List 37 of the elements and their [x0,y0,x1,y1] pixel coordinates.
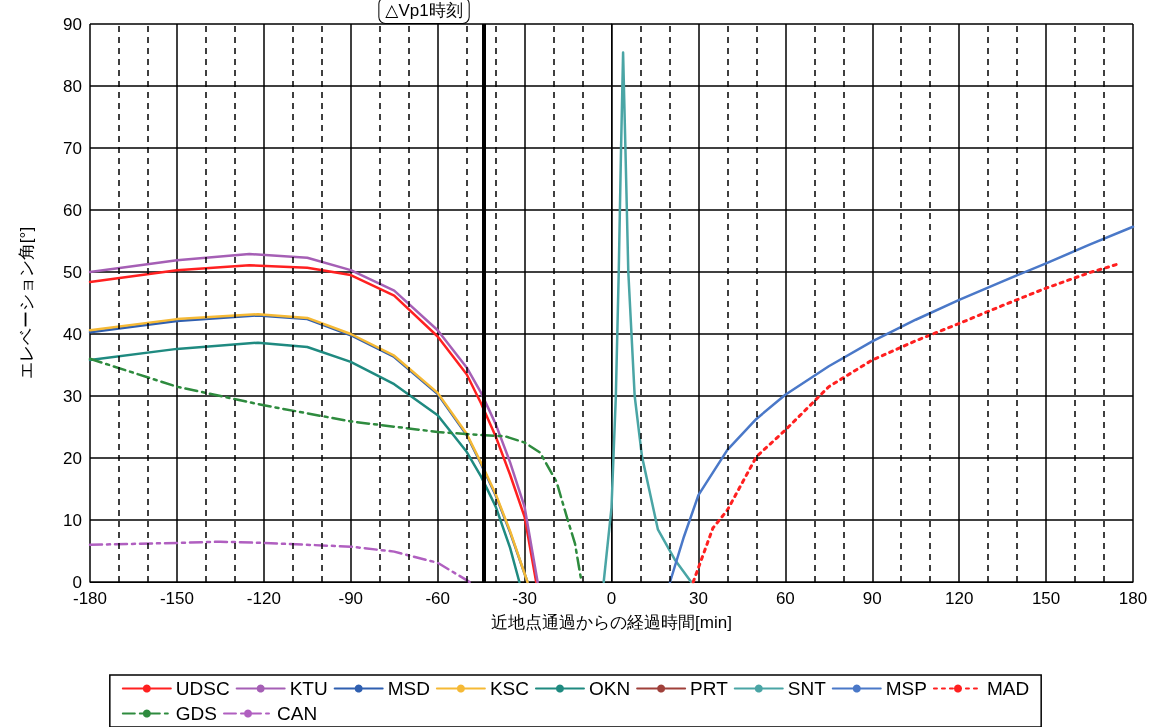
legend-label: KTU [289,678,328,699]
x-tick-label: -180 [72,589,108,608]
y-tick-label: 90 [63,14,82,34]
legend-label: UDSC [175,678,230,699]
y-tick-label: 10 [63,510,82,530]
x-tick-label: 60 [775,589,795,608]
y-tick-label: 50 [63,262,82,282]
legend-label: OKN [588,678,631,699]
x-tick-label: 150 [1031,589,1061,608]
legend-label: KSC [489,678,529,699]
y-tick-label: 70 [63,138,82,158]
x-tick-label: -60 [425,589,450,608]
x-tick-label: -90 [338,589,364,608]
x-tick-label: -120 [246,589,281,608]
y-tick-label: 40 [63,324,82,344]
y-tick-label: 60 [63,200,82,220]
x-tick-label: -150 [159,589,194,608]
x-tick-label: 120 [944,589,974,608]
x-tick-label: 90 [862,589,882,608]
y-tick-label: 30 [63,386,82,406]
x-tick-label: 180 [1118,589,1148,608]
legend-label: MAD [986,678,1030,699]
legend-label: CAN [277,703,318,724]
y-tick-label: 80 [63,76,82,96]
x-axis-title: 近地点通過からの経過時間[min] [491,613,732,632]
x-tick-label: 0 [606,589,617,608]
ref-line-label: △Vp1時刻 [385,1,463,20]
legend-label: MSP [885,678,927,699]
x-tick-label: 30 [688,589,708,608]
legend-label: GDS [175,703,218,724]
y-tick-label: 0 [72,572,82,592]
legend-label: MSD [387,678,430,699]
legend-label: PRT [690,678,729,699]
y-tick-label: 20 [63,448,82,468]
y-axis-title: エレベーション角[°] [17,226,36,380]
x-tick-label: -30 [512,589,537,608]
legend-label: SNT [787,678,827,699]
